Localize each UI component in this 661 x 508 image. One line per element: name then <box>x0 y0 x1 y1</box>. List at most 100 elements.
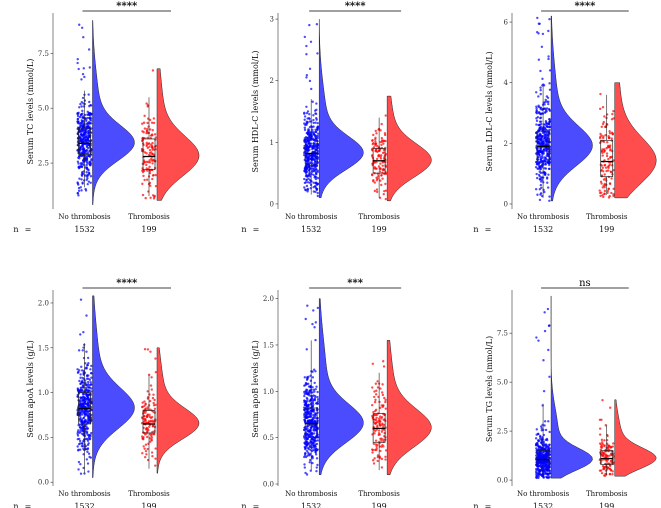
data-point <box>380 430 384 433</box>
data-point <box>79 376 82 379</box>
data-point <box>310 155 313 158</box>
data-point <box>605 169 608 173</box>
data-point <box>602 135 605 138</box>
x-category-label: Thrombosis <box>128 490 170 498</box>
data-point <box>371 163 374 167</box>
data-point <box>536 467 540 470</box>
y-tick-label: 0 <box>504 200 508 208</box>
data-point <box>150 144 154 148</box>
y-tick-label: 7.5 <box>497 330 508 338</box>
data-point <box>375 428 378 431</box>
data-point <box>384 449 388 452</box>
data-point <box>371 386 374 389</box>
data-point <box>543 107 547 110</box>
data-point <box>312 144 315 147</box>
data-point <box>534 458 538 461</box>
data-point <box>316 306 320 310</box>
data-point <box>82 330 85 334</box>
data-point <box>534 166 538 169</box>
y-tick-label: 3 <box>270 16 274 24</box>
series-no-thrombosis <box>76 20 135 206</box>
data-point <box>547 465 550 468</box>
data-point <box>542 188 545 192</box>
data-point <box>80 421 83 424</box>
data-point <box>376 386 380 389</box>
data-point <box>316 402 319 405</box>
data-point <box>154 464 157 467</box>
data-point <box>540 149 543 152</box>
data-point <box>535 442 539 445</box>
series-thrombosis <box>370 340 432 475</box>
data-point <box>79 165 83 168</box>
data-point <box>306 187 309 191</box>
data-point <box>600 471 604 475</box>
data-point <box>81 442 84 445</box>
series-no-thrombosis <box>303 18 364 199</box>
significance-label: **** <box>345 1 367 12</box>
data-point <box>543 329 547 333</box>
data-point <box>83 420 87 424</box>
data-point <box>607 134 610 138</box>
data-point <box>85 159 88 162</box>
data-point <box>306 416 309 419</box>
data-point <box>379 129 382 132</box>
data-point <box>77 67 80 71</box>
data-point <box>547 167 551 170</box>
data-point <box>374 142 378 146</box>
data-point <box>548 324 551 327</box>
data-point <box>539 155 542 158</box>
data-point <box>308 133 312 136</box>
data-point <box>305 175 309 178</box>
data-point <box>599 180 603 183</box>
data-point <box>146 458 150 462</box>
data-point <box>379 420 382 423</box>
data-point <box>88 66 92 69</box>
data-point <box>77 349 81 352</box>
n-label: n <box>473 502 478 508</box>
n-count: 199 <box>371 502 386 508</box>
data-point <box>537 339 540 342</box>
data-point <box>146 408 149 411</box>
data-point <box>78 442 82 445</box>
data-point <box>80 100 84 104</box>
data-point <box>76 112 79 115</box>
data-point <box>542 456 546 459</box>
data-point <box>375 188 379 191</box>
data-point <box>79 430 82 433</box>
data-point <box>151 177 154 181</box>
data-point <box>543 111 547 114</box>
data-point <box>304 402 308 406</box>
data-point <box>88 384 91 387</box>
data-point <box>150 376 153 379</box>
data-point <box>149 184 152 187</box>
data-point <box>146 406 149 409</box>
data-point <box>311 461 314 465</box>
data-point <box>535 476 538 480</box>
data-point <box>538 468 541 471</box>
data-point <box>146 397 150 400</box>
data-point <box>548 121 551 124</box>
half-violin <box>614 82 657 199</box>
data-point <box>537 162 541 165</box>
data-point <box>375 389 378 392</box>
data-point <box>305 149 309 152</box>
data-point <box>141 122 144 125</box>
data-point <box>312 439 315 443</box>
data-point <box>306 136 309 140</box>
data-point <box>303 466 306 469</box>
data-point <box>315 118 318 121</box>
data-point <box>316 194 320 198</box>
data-point <box>373 181 377 184</box>
data-point <box>316 132 320 135</box>
y-tick-label: 0.0 <box>497 477 508 485</box>
data-point <box>537 104 540 107</box>
data-point <box>313 326 316 329</box>
data-point <box>82 346 85 349</box>
data-point <box>546 438 549 442</box>
data-point <box>149 440 152 443</box>
data-point <box>543 311 546 314</box>
data-point <box>305 449 309 453</box>
data-point <box>311 385 314 389</box>
data-point <box>541 404 544 407</box>
data-point <box>308 454 311 457</box>
